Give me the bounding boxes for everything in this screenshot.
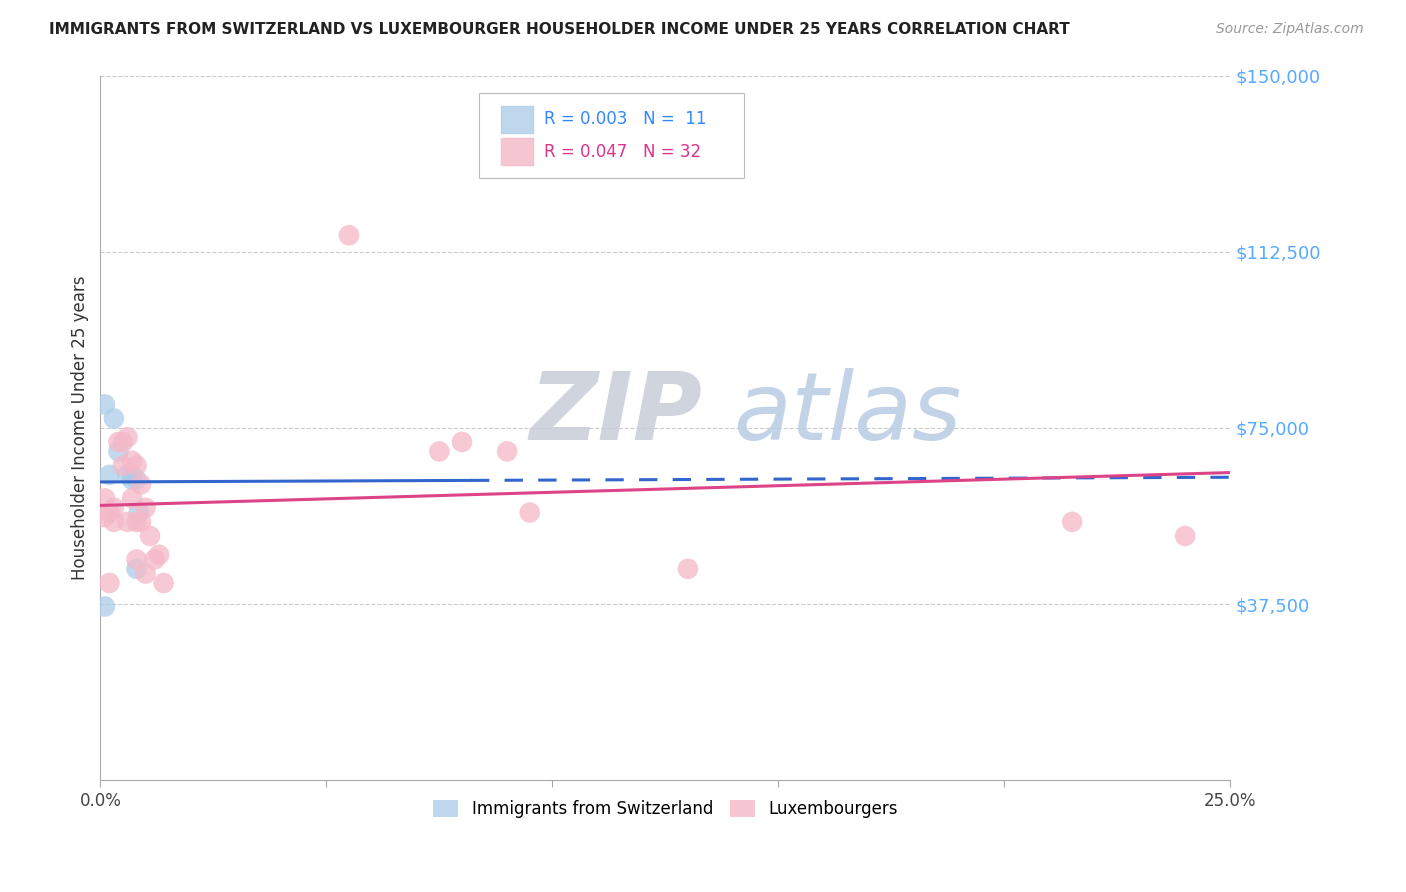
Point: [143, 552, 166, 566]
Text: Source: ZipAtlas.com: Source: ZipAtlas.com: [1216, 22, 1364, 37]
Point: [1062, 515, 1084, 529]
Bar: [502, 138, 533, 165]
Point: [111, 458, 134, 473]
Point: [519, 506, 541, 520]
Point: [98, 506, 121, 520]
Point: [121, 454, 143, 468]
Point: [1174, 529, 1197, 543]
Point: [121, 467, 143, 482]
Point: [139, 529, 162, 543]
Point: [128, 506, 150, 520]
Point: [125, 562, 148, 576]
Point: [98, 467, 121, 482]
Point: [337, 228, 360, 243]
Point: [103, 515, 125, 529]
Text: atlas: atlas: [733, 368, 962, 459]
Legend: Immigrants from Switzerland, Luxembourgers: Immigrants from Switzerland, Luxembourge…: [426, 793, 904, 825]
Y-axis label: Householder Income Under 25 years: Householder Income Under 25 years: [72, 276, 89, 580]
Point: [148, 548, 170, 562]
Point: [125, 552, 148, 566]
Bar: [502, 106, 533, 133]
Point: [107, 435, 129, 450]
Point: [135, 566, 157, 581]
Point: [103, 500, 125, 515]
FancyBboxPatch shape: [479, 93, 744, 178]
Text: ZIP: ZIP: [530, 368, 703, 459]
Point: [427, 444, 450, 458]
Point: [676, 562, 699, 576]
Point: [94, 599, 117, 614]
Point: [98, 576, 121, 591]
Point: [111, 435, 134, 450]
Point: [152, 576, 174, 591]
Point: [94, 491, 117, 506]
Point: [117, 467, 139, 482]
Text: IMMIGRANTS FROM SWITZERLAND VS LUXEMBOURGER HOUSEHOLDER INCOME UNDER 25 YEARS CO: IMMIGRANTS FROM SWITZERLAND VS LUXEMBOUR…: [49, 22, 1070, 37]
Point: [135, 500, 157, 515]
Point: [125, 515, 148, 529]
Point: [451, 435, 474, 450]
Point: [121, 473, 143, 487]
Point: [103, 411, 125, 425]
Point: [129, 515, 152, 529]
Point: [117, 430, 139, 444]
Point: [496, 444, 519, 458]
Point: [117, 515, 139, 529]
Text: R = 0.047   N = 32: R = 0.047 N = 32: [544, 143, 702, 161]
Point: [125, 458, 148, 473]
Point: [94, 510, 117, 524]
Point: [125, 473, 148, 487]
Point: [129, 477, 152, 491]
Point: [107, 444, 129, 458]
Text: R = 0.003   N =  11: R = 0.003 N = 11: [544, 111, 707, 128]
Point: [121, 491, 143, 506]
Point: [94, 397, 117, 411]
